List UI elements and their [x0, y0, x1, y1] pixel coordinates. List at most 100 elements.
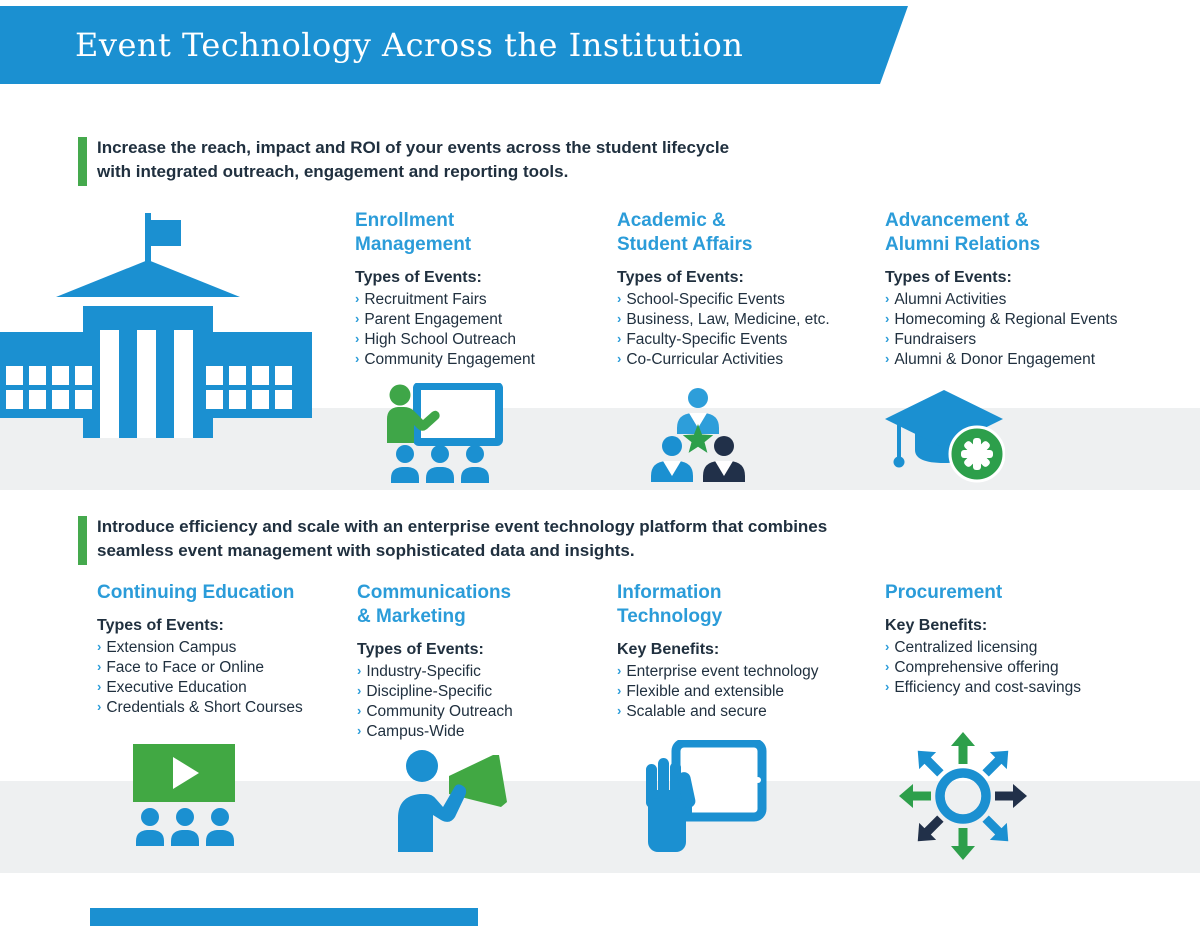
- people-star-icon: [651, 388, 745, 482]
- list-item: › Co-Curricular Activities: [617, 350, 887, 370]
- green-accent-bar: [78, 516, 87, 565]
- event-list: › Alumni Activities › Homecoming & Regiona…: [885, 290, 1155, 370]
- list-item: › School-Specific Events: [617, 290, 887, 310]
- list-item-text: Homecoming & Regional Events: [894, 311, 1118, 328]
- list-item: › Alumni & Donor Engagement: [885, 350, 1155, 370]
- list-item-text: Recruitment Fairs: [364, 291, 487, 308]
- column-academic-student-affairs: Academic & Student Affairs Types of Even…: [617, 209, 887, 370]
- list-item: › Discipline-Specific: [357, 682, 627, 702]
- list-item-text: Alumni & Donor Engagement: [894, 351, 1096, 368]
- list-item: › Comprehensive offering: [885, 658, 1155, 678]
- event-list: › Recruitment Fairs › Parent Engagement › H…: [355, 290, 625, 370]
- video-player-audience-icon: [133, 744, 235, 846]
- page-title: Event Technology Across the Institution: [75, 26, 744, 64]
- list-item: › Face to Face or Online: [97, 658, 367, 678]
- list-item: › Business, Law, Medicine, etc.: [617, 310, 887, 330]
- chevron-bullet: ›: [357, 683, 362, 698]
- list-label: Types of Events:: [885, 269, 1012, 286]
- column-heading: & Marketing: [357, 606, 466, 627]
- column-information-technology: Information Technology Key Benefits: › En…: [617, 581, 887, 722]
- list-item: › Parent Engagement: [355, 310, 625, 330]
- list-item-text: Industry-Specific: [366, 663, 481, 680]
- chevron-bullet: ›: [355, 351, 360, 366]
- list-item: › Scalable and secure: [617, 702, 887, 722]
- chevron-bullet: ›: [885, 351, 890, 366]
- expand-arrows-icon: [899, 732, 1027, 860]
- list-item-text: School-Specific Events: [626, 291, 785, 308]
- list-label: Types of Events:: [617, 269, 744, 286]
- list-item: › Industry-Specific: [357, 662, 627, 682]
- chevron-bullet: ›: [97, 699, 102, 714]
- chevron-bullet: ›: [617, 311, 622, 326]
- benefit-list: › Enterprise event technology › Flexible a…: [617, 662, 887, 722]
- list-item-text: Centralized licensing: [894, 639, 1038, 656]
- event-list: › School-Specific Events › Business, Law, …: [617, 290, 887, 370]
- column-heading: Communications: [357, 582, 512, 603]
- list-item: › Faculty-Specific Events: [617, 330, 887, 350]
- column-heading: Continuing Education: [97, 582, 295, 603]
- list-item: › Recruitment Fairs: [355, 290, 625, 310]
- column-advancement-alumni: Advancement & Alumni Relations Types of …: [885, 209, 1155, 370]
- green-accent-bar: [78, 137, 87, 186]
- list-item-text: High School Outreach: [364, 331, 516, 348]
- list-item: › Fundraisers: [885, 330, 1155, 350]
- chevron-bullet: ›: [617, 291, 622, 306]
- intro-line: seamless event management with sophistic…: [97, 541, 635, 560]
- column-heading: Advancement &: [885, 210, 1029, 231]
- chevron-bullet: ›: [617, 331, 622, 346]
- list-item: › Homecoming & Regional Events: [885, 310, 1155, 330]
- list-item-text: Fundraisers: [894, 331, 977, 348]
- column-heading: Information: [617, 582, 722, 603]
- chevron-bullet: ›: [617, 703, 622, 718]
- chevron-bullet: ›: [97, 679, 102, 694]
- list-item-text: Alumni Activities: [894, 291, 1007, 308]
- list-item: › Community Outreach: [357, 702, 627, 722]
- list-label: Key Benefits:: [885, 617, 988, 634]
- chevron-bullet: ›: [97, 639, 102, 654]
- list-label: Key Benefits:: [617, 641, 720, 658]
- list-item-text: Faculty-Specific Events: [626, 331, 788, 348]
- list-item: › Community Engagement: [355, 350, 625, 370]
- list-item-text: Campus-Wide: [366, 723, 465, 740]
- chevron-bullet: ›: [357, 663, 362, 678]
- list-item-text: Co-Curricular Activities: [626, 351, 784, 368]
- column-heading: Enrollment: [355, 210, 455, 231]
- column-communications-marketing: Communications & Marketing Types of Even…: [357, 581, 627, 742]
- list-item-text: Scalable and secure: [626, 703, 767, 720]
- chevron-bullet: ›: [355, 311, 360, 326]
- event-list: › Extension Campus › Face to Face or Onlin…: [97, 638, 367, 718]
- list-item: › Enterprise event technology: [617, 662, 887, 682]
- list-item: › Efficiency and cost-savings: [885, 678, 1155, 698]
- list-item-text: Community Outreach: [366, 703, 513, 720]
- event-list: › Industry-Specific › Discipline-Specific …: [357, 662, 627, 742]
- chevron-bullet: ›: [357, 723, 362, 738]
- list-item-text: Parent Engagement: [364, 311, 503, 328]
- list-item: › Flexible and extensible: [617, 682, 887, 702]
- column-heading: Technology: [617, 606, 723, 627]
- chevron-bullet: ›: [885, 639, 890, 654]
- list-item-text: Enterprise event technology: [626, 663, 819, 680]
- chevron-bullet: ›: [885, 291, 890, 306]
- list-item: › Credentials & Short Courses: [97, 698, 367, 718]
- column-heading: Student Affairs: [617, 234, 753, 255]
- list-item-text: Comprehensive offering: [894, 659, 1059, 676]
- list-item-text: Flexible and extensible: [626, 683, 785, 700]
- header-banner: Event Technology Across the Institution: [0, 6, 908, 84]
- chevron-bullet: ›: [617, 351, 622, 366]
- list-item-text: Face to Face or Online: [106, 659, 265, 676]
- graduation-cap-icon: [885, 390, 1005, 483]
- list-item: › Campus-Wide: [357, 722, 627, 742]
- list-label: Types of Events:: [357, 641, 484, 658]
- column-heading: Procurement: [885, 582, 1003, 603]
- list-item-text: Credentials & Short Courses: [106, 699, 303, 716]
- chevron-bullet: ›: [355, 291, 360, 306]
- campus-building-icon: [0, 213, 312, 438]
- section2-intro: Introduce efficiency and scale with an e…: [97, 515, 827, 563]
- megaphone-person-icon: [398, 750, 507, 852]
- chevron-bullet: ›: [885, 659, 890, 674]
- list-item-text: Executive Education: [106, 679, 247, 696]
- chevron-bullet: ›: [355, 331, 360, 346]
- list-item: › Executive Education: [97, 678, 367, 698]
- list-item: › Alumni Activities: [885, 290, 1155, 310]
